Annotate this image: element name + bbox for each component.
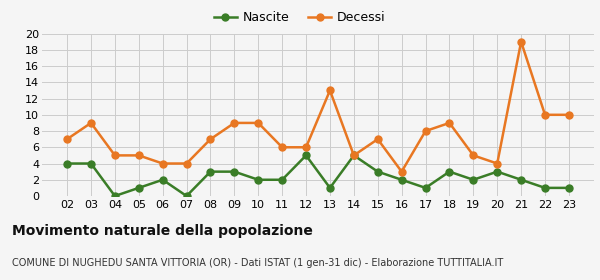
Legend: Nascite, Decessi: Nascite, Decessi	[209, 6, 391, 29]
Text: Movimento naturale della popolazione: Movimento naturale della popolazione	[12, 224, 313, 238]
Text: COMUNE DI NUGHEDU SANTA VITTORIA (OR) - Dati ISTAT (1 gen-31 dic) - Elaborazione: COMUNE DI NUGHEDU SANTA VITTORIA (OR) - …	[12, 258, 503, 268]
